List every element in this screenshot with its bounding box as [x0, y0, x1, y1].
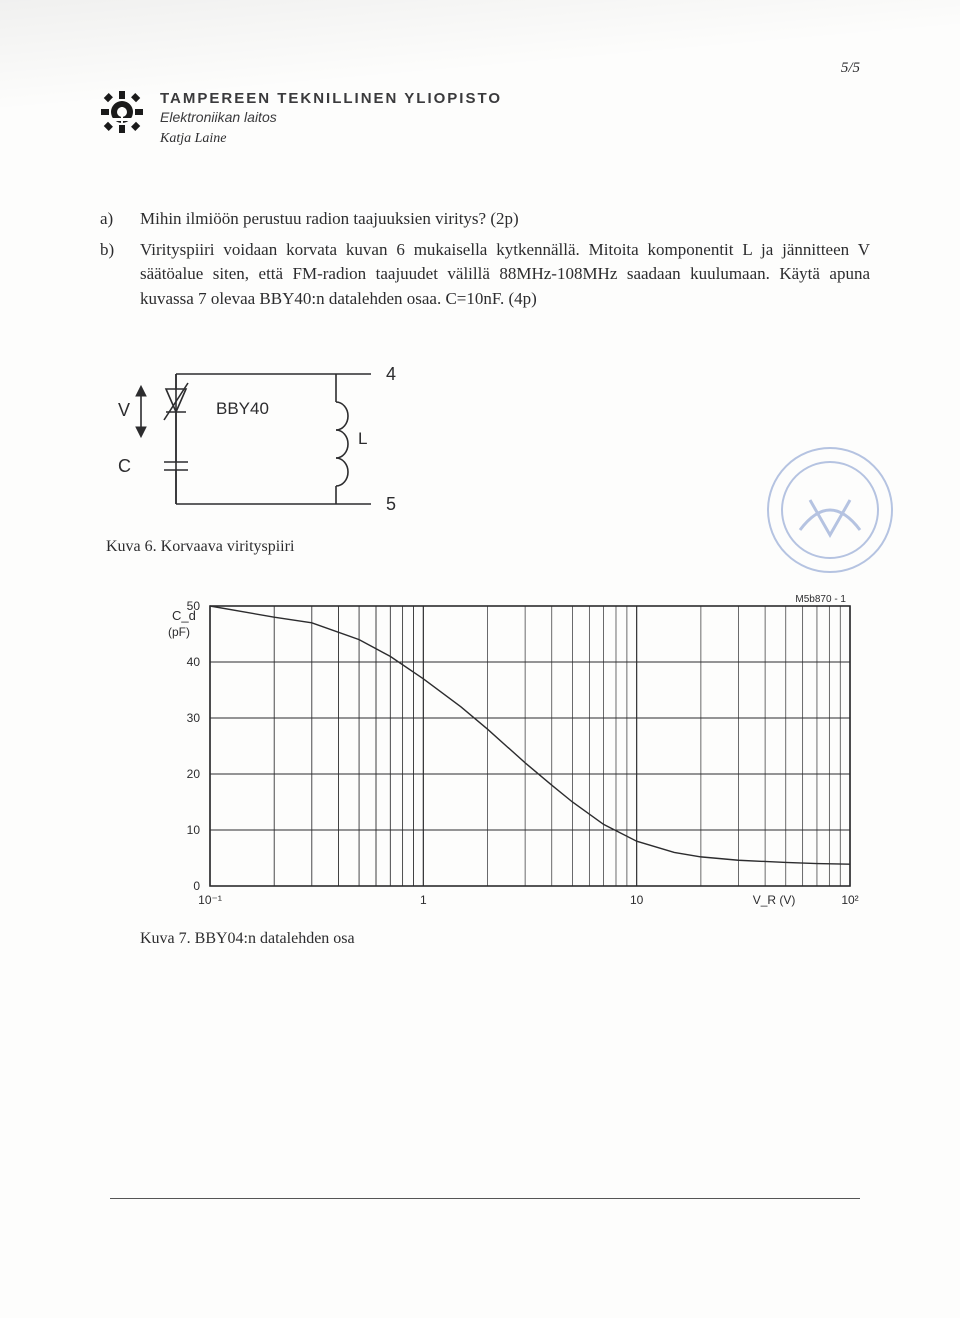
svg-text:10²: 10²	[841, 893, 858, 907]
footer-rule	[110, 1198, 860, 1199]
svg-text:20: 20	[187, 767, 201, 781]
department-name: Elektroniikan laitos	[160, 109, 502, 125]
svg-text:30: 30	[187, 711, 201, 725]
svg-text:5: 5	[386, 494, 396, 514]
university-logo	[100, 90, 144, 134]
question-a-text: Mihin ilmiöön perustuu radion taajuuksie…	[140, 207, 519, 232]
svg-text:10: 10	[630, 893, 644, 907]
figure-7-caption: Kuva 7. BBY04:n datalehden osa	[140, 930, 870, 948]
figure-7: 0102030405010⁻¹11010²C_d(pF)V_R (V)M5b87…	[140, 586, 870, 948]
svg-text:0: 0	[193, 879, 200, 893]
question-a-label: a)	[100, 207, 122, 232]
svg-text:10⁻¹: 10⁻¹	[198, 893, 222, 907]
page-number: 5/5	[841, 60, 860, 77]
page-header: TAMPEREEN TEKNILLINEN YLIOPISTO Elektron…	[100, 90, 870, 147]
author-name: Katja Laine	[160, 131, 502, 147]
svg-text:L: L	[358, 429, 367, 448]
question-block: a) Mihin ilmiöön perustuu radion taajuuk…	[100, 207, 870, 312]
svg-text:V_R (V): V_R (V)	[753, 893, 796, 907]
svg-text:1: 1	[420, 893, 427, 907]
figure-6: 4 5 V C BBY40 L Kuva 6. Korvaava virityspiiri	[106, 344, 870, 556]
svg-text:4: 4	[386, 364, 396, 384]
question-b-label: b)	[100, 238, 122, 312]
svg-text:40: 40	[187, 655, 201, 669]
svg-text:M5b870 - 1: M5b870 - 1	[795, 594, 846, 605]
svg-text:C_d: C_d	[172, 608, 196, 623]
question-b-text: Virityspiiri voidaan korvata kuvan 6 muk…	[140, 238, 870, 312]
svg-text:(pF): (pF)	[168, 625, 190, 639]
svg-text:BBY40: BBY40	[216, 399, 269, 418]
svg-text:10: 10	[187, 823, 201, 837]
svg-text:V: V	[118, 400, 130, 420]
figure-6-caption: Kuva 6. Korvaava virityspiiri	[106, 538, 870, 556]
university-name: TAMPEREEN TEKNILLINEN YLIOPISTO	[160, 90, 502, 107]
stamp-seal	[760, 440, 900, 580]
svg-text:C: C	[118, 456, 131, 476]
